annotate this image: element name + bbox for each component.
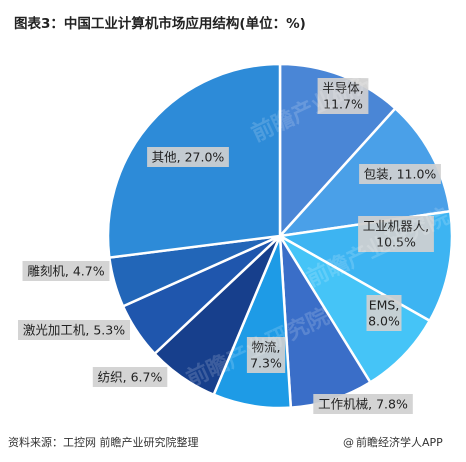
label-box (366, 295, 402, 331)
slice-label: 包装, 11.0% (359, 164, 441, 184)
pie-labels: 半导体,11.7% 包装, 11.0% 工业机器人,10.5% EMS,8.0% 工作机… (18, 78, 441, 414)
slice-label-text: 10.5% (376, 235, 416, 250)
slice-label: 工作机械, 7.8% (313, 394, 413, 414)
slice-label-text: 11.7% (323, 97, 363, 112)
slice-label-text: 工业机器人, (363, 219, 429, 234)
slice-label-text: 半导体, (322, 81, 363, 96)
slice-label-text: 8.0% (368, 314, 400, 329)
brand-mark: @ 前瞻经济学人APP (343, 434, 443, 450)
slice-label: 雕刻机, 4.7% (22, 261, 110, 281)
slice-label-text: 工作机械, 7.8% (318, 397, 408, 412)
slice-label: 工业机器人,10.5% (358, 216, 434, 252)
slice-label-text: 7.3% (250, 356, 282, 371)
label-box (147, 147, 229, 167)
slice-label: 其他, 27.0% (147, 147, 229, 167)
label-box (22, 261, 110, 281)
chart-title: 图表3：中国工业计算机市场应用结构(单位：%) (14, 16, 306, 32)
slice-label-text: 包装, 11.0% (364, 167, 437, 182)
slice-label: EMS,8.0% (366, 295, 402, 331)
slice-label: 纺织, 6.7% (92, 367, 168, 387)
slice-label-text: EMS, (369, 298, 400, 313)
at-icon: @ (343, 436, 354, 449)
slice-label-text: 激光加工机, 5.3% (23, 323, 125, 338)
label-box (358, 216, 434, 252)
source-note: 资料来源：工控网 前瞻产业研究院整理 (8, 436, 199, 449)
label-box (18, 320, 130, 340)
slice-label: 半导体,11.7% (317, 78, 369, 114)
label-box (246, 337, 286, 373)
label-box (359, 164, 441, 184)
label-box (92, 367, 168, 387)
brand-name: 前瞻经济学人APP (356, 436, 443, 449)
slice-label-text: 雕刻机, 4.7% (27, 264, 104, 279)
slice-label: 激光加工机, 5.3% (18, 320, 130, 340)
slice-label-text: 其他, 27.0% (152, 150, 225, 165)
label-box (313, 394, 413, 414)
slice-label-text: 物流, (252, 340, 281, 355)
label-box (317, 78, 369, 114)
slice-label-text: 纺织, 6.7% (98, 370, 163, 385)
slice-label: 物流,7.3% (246, 337, 286, 373)
